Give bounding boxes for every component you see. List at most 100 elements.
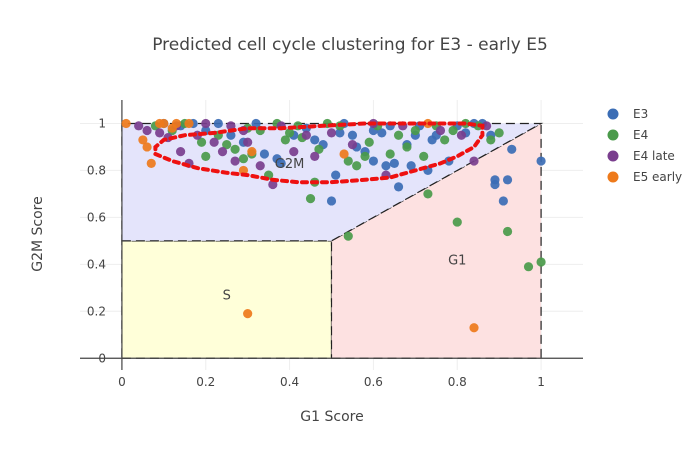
point-e4[interactable]: [393, 130, 404, 140]
point-e3[interactable]: [490, 179, 500, 190]
point-e4[interactable]: [502, 226, 513, 237]
point-e4-late[interactable]: [268, 179, 278, 190]
point-e4-late[interactable]: [456, 130, 467, 140]
point-e4[interactable]: [314, 144, 324, 154]
point-e4-late[interactable]: [201, 118, 211, 129]
point-e5-early[interactable]: [243, 309, 253, 319]
point-e4-late[interactable]: [289, 147, 299, 157]
legend-item-e4-late[interactable]: E4 late: [607, 149, 675, 163]
point-e4-late[interactable]: [243, 137, 253, 147]
point-e3[interactable]: [498, 196, 508, 206]
point-e4[interactable]: [196, 137, 207, 147]
point-e3[interactable]: [381, 161, 391, 171]
point-e4-late[interactable]: [209, 137, 219, 147]
point-e3[interactable]: [393, 182, 404, 192]
point-e3[interactable]: [331, 170, 341, 180]
point-e4[interactable]: [486, 135, 496, 145]
point-e3[interactable]: [226, 130, 236, 140]
point-e4[interactable]: [523, 262, 534, 272]
point-e4[interactable]: [419, 151, 429, 161]
y-tick-label: 0.6: [87, 210, 106, 224]
point-e5-early[interactable]: [184, 118, 194, 129]
point-e4[interactable]: [222, 140, 232, 150]
point-e4[interactable]: [440, 135, 450, 145]
point-e4[interactable]: [280, 135, 290, 145]
point-e5-early[interactable]: [142, 142, 152, 152]
point-e4-late[interactable]: [310, 151, 320, 161]
point-e4[interactable]: [284, 128, 295, 138]
point-e3[interactable]: [326, 196, 337, 206]
legend-item-e4[interactable]: E4: [607, 128, 649, 142]
point-e3[interactable]: [389, 158, 399, 168]
point-e5-early[interactable]: [138, 135, 148, 145]
point-e4[interactable]: [448, 125, 458, 136]
point-e4[interactable]: [364, 137, 374, 147]
point-e5-early[interactable]: [167, 123, 177, 133]
point-e3[interactable]: [507, 144, 517, 154]
point-e3[interactable]: [406, 161, 416, 171]
point-e4-late[interactable]: [301, 130, 311, 140]
point-e4[interactable]: [352, 161, 362, 171]
point-e4-late[interactable]: [255, 161, 265, 171]
point-e3[interactable]: [536, 156, 546, 166]
point-e4[interactable]: [343, 156, 353, 166]
point-e4[interactable]: [343, 231, 353, 241]
point-e3[interactable]: [377, 128, 387, 138]
x-tick-label: 1: [537, 375, 545, 389]
plot-axes: 0 0.2 0.4 0.6 0.8 100.20.40.60.81: [80, 100, 583, 389]
point-e4-late[interactable]: [134, 121, 144, 131]
legend-label: E3: [633, 107, 648, 121]
point-e3[interactable]: [213, 118, 223, 129]
x-axis-label: G1 Score: [300, 409, 363, 425]
point-e5-early[interactable]: [247, 147, 257, 157]
point-e3[interactable]: [310, 135, 320, 145]
point-e4-late[interactable]: [176, 147, 186, 157]
point-e4[interactable]: [201, 151, 211, 161]
point-e4[interactable]: [410, 125, 420, 136]
point-e5-early[interactable]: [469, 323, 479, 333]
y-tick-label: 1: [98, 116, 106, 130]
point-e3[interactable]: [347, 130, 358, 140]
legend-label: E5 early: [633, 170, 682, 184]
legend-label: E4: [633, 128, 648, 142]
point-e3[interactable]: [251, 118, 261, 129]
point-e5-early[interactable]: [146, 158, 156, 168]
point-e3[interactable]: [276, 158, 286, 168]
point-e4[interactable]: [536, 257, 546, 267]
point-e5-early[interactable]: [238, 165, 249, 176]
point-e4-late[interactable]: [226, 121, 236, 131]
point-e4[interactable]: [360, 151, 370, 161]
point-e4-late[interactable]: [435, 125, 446, 136]
point-e4[interactable]: [238, 154, 249, 164]
x-tick-label: 0.6: [364, 375, 383, 389]
legend[interactable]: E3 E4 E4 late E5 early: [607, 107, 683, 184]
point-e4[interactable]: [402, 142, 412, 152]
point-e4-late[interactable]: [217, 147, 228, 157]
point-e4[interactable]: [230, 144, 240, 154]
point-e4-late[interactable]: [347, 140, 358, 150]
point-e3[interactable]: [368, 156, 379, 166]
point-e4[interactable]: [305, 194, 316, 204]
point-e4-late[interactable]: [469, 156, 479, 166]
point-e4-late[interactable]: [326, 128, 337, 138]
point-e4[interactable]: [385, 149, 395, 159]
point-e5-early[interactable]: [339, 149, 349, 159]
y-axis-label: G2M Score: [30, 196, 46, 272]
point-e4[interactable]: [423, 189, 433, 199]
point-e4-late[interactable]: [155, 128, 165, 138]
point-e5-early[interactable]: [159, 118, 169, 129]
chart-title: Predicted cell cycle clustering for E3 -…: [152, 35, 548, 55]
point-e4-late[interactable]: [142, 125, 152, 136]
legend-item-e5-early[interactable]: E5 early: [607, 170, 683, 184]
point-e3[interactable]: [259, 149, 270, 159]
legend-item-e3[interactable]: E3: [607, 107, 649, 121]
point-e3[interactable]: [335, 128, 345, 138]
trend-curve: [153, 121, 485, 185]
y-tick-label: 0.4: [87, 257, 106, 271]
point-e4[interactable]: [452, 217, 462, 227]
point-e4-late[interactable]: [230, 156, 240, 166]
point-e5-early[interactable]: [121, 118, 131, 129]
point-e4[interactable]: [494, 128, 504, 138]
point-e3[interactable]: [502, 175, 513, 185]
